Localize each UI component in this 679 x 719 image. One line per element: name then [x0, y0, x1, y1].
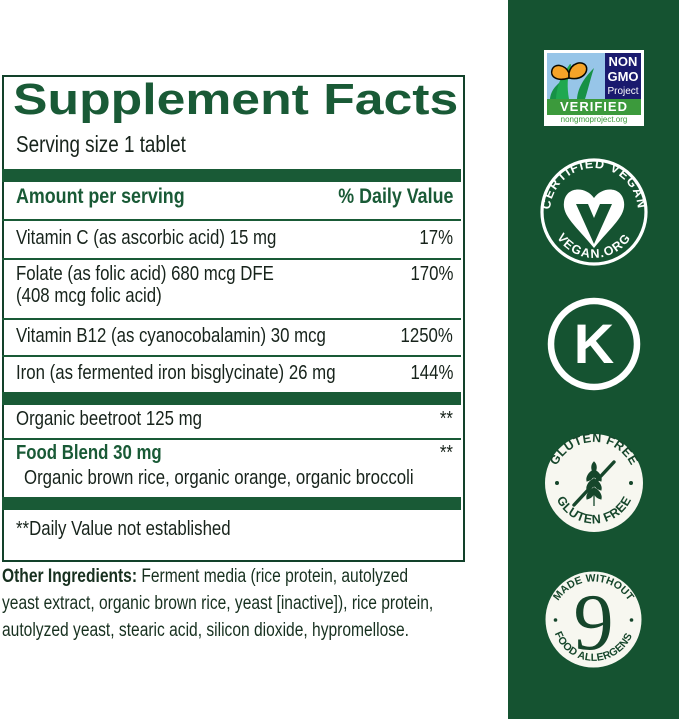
svg-text:VERIFIED: VERIFIED	[560, 99, 628, 114]
svg-text:Project: Project	[607, 86, 638, 97]
svg-text:NON: NON	[608, 54, 637, 69]
svg-text:nongmoproject.org: nongmoproject.org	[560, 115, 627, 124]
svg-text:K: K	[573, 312, 613, 375]
svg-text:GMO: GMO	[607, 69, 638, 84]
